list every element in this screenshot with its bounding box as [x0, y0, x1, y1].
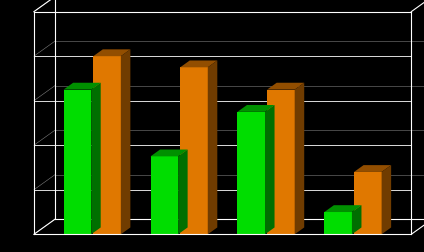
- Polygon shape: [295, 83, 304, 234]
- Polygon shape: [324, 212, 352, 234]
- Polygon shape: [93, 50, 131, 57]
- Polygon shape: [352, 205, 361, 234]
- Polygon shape: [354, 172, 382, 234]
- Polygon shape: [180, 68, 208, 234]
- Polygon shape: [93, 57, 121, 234]
- Polygon shape: [382, 166, 391, 234]
- Polygon shape: [267, 90, 295, 234]
- Polygon shape: [121, 50, 131, 234]
- Polygon shape: [151, 157, 178, 234]
- Polygon shape: [237, 106, 274, 112]
- Polygon shape: [64, 83, 100, 90]
- Polygon shape: [91, 83, 100, 234]
- Polygon shape: [178, 150, 187, 234]
- Polygon shape: [64, 90, 91, 234]
- Polygon shape: [151, 150, 187, 157]
- Polygon shape: [180, 61, 217, 68]
- Polygon shape: [208, 61, 217, 234]
- Polygon shape: [237, 112, 265, 234]
- Polygon shape: [354, 166, 391, 172]
- Polygon shape: [265, 106, 274, 234]
- Polygon shape: [324, 205, 361, 212]
- Polygon shape: [267, 83, 304, 90]
